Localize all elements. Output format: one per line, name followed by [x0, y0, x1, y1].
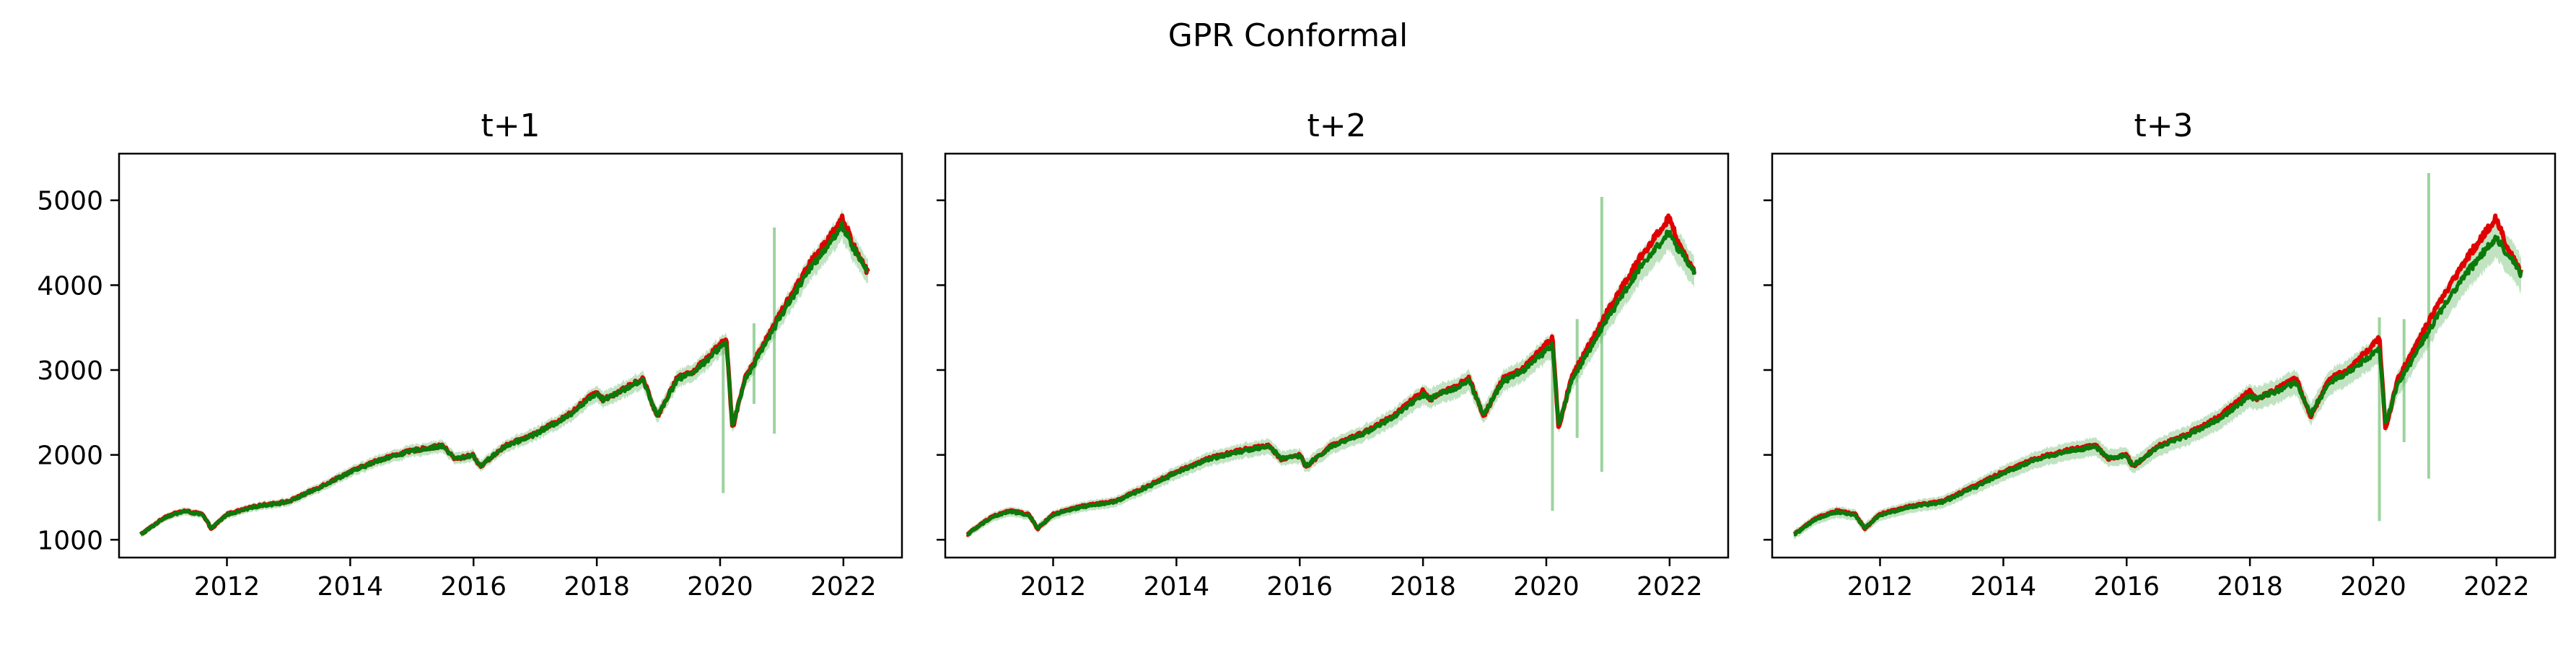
x-tick-label: 2020	[2340, 572, 2406, 602]
axes-frame	[118, 152, 903, 559]
x-tick-label: 2020	[687, 572, 753, 602]
y-tick-label: 5000	[37, 187, 103, 216]
x-tick-label: 2012	[194, 572, 260, 602]
x-tick-label: 2012	[1020, 572, 1087, 602]
x-tick-label: 2016	[440, 572, 507, 602]
actual-line	[139, 213, 870, 537]
interval-band	[966, 214, 1694, 539]
panel-3: t+3 2012 2014 2016 2018 2020 2022	[1764, 107, 2557, 602]
plot-area	[965, 197, 1696, 539]
axes-frame	[944, 152, 1730, 559]
x-tick-label: 2018	[1390, 572, 1456, 602]
y-tick-label: 4000	[37, 271, 103, 301]
panel-title: t+3	[2134, 107, 2193, 144]
panel-2: t+2 2012 2014 2016 2018 2020 2022	[937, 107, 1730, 602]
x-tick-label: 2014	[1144, 572, 1210, 602]
x-tick-label: 2016	[2093, 572, 2160, 602]
x-tick-label: 2020	[1513, 572, 1580, 602]
x-tick-label: 2022	[1637, 572, 1703, 602]
axes-frame	[1771, 152, 2557, 559]
x-tick-label: 2018	[2217, 572, 2283, 602]
figure-title: GPR Conformal	[1168, 17, 1409, 54]
x-tick-label: 2014	[1971, 572, 2037, 602]
x-tick-label: 2014	[317, 572, 384, 602]
actual-line	[1792, 214, 2523, 537]
prediction-line	[139, 220, 869, 536]
panels: t+1 2012 2014 2016 2018 2020 2022 1000 2000 3000 4…	[37, 107, 2557, 602]
x-tick-label: 2018	[564, 572, 630, 602]
x-tick-label: 2016	[1266, 572, 1333, 602]
y-tick-label: 1000	[37, 526, 103, 555]
interval-band	[1793, 216, 2521, 540]
y-tick-label: 3000	[37, 356, 103, 386]
interval-band	[140, 208, 868, 538]
x-tick-label: 2022	[810, 572, 877, 602]
panel-1: t+1 2012 2014 2016 2018 2020 2022 1000 2000 3000 4…	[37, 107, 903, 602]
x-tick-label: 2012	[1847, 572, 1914, 602]
plot-area	[1792, 173, 2523, 540]
panel-title: t+1	[481, 107, 540, 144]
x-tick-label: 2022	[2463, 572, 2530, 602]
prediction-line	[1792, 234, 2523, 537]
panel-title: t+2	[1307, 107, 1366, 144]
plot-area	[139, 208, 870, 538]
y-tick-label: 2000	[37, 441, 103, 471]
prediction-line	[965, 229, 1696, 537]
actual-line	[965, 213, 1696, 537]
